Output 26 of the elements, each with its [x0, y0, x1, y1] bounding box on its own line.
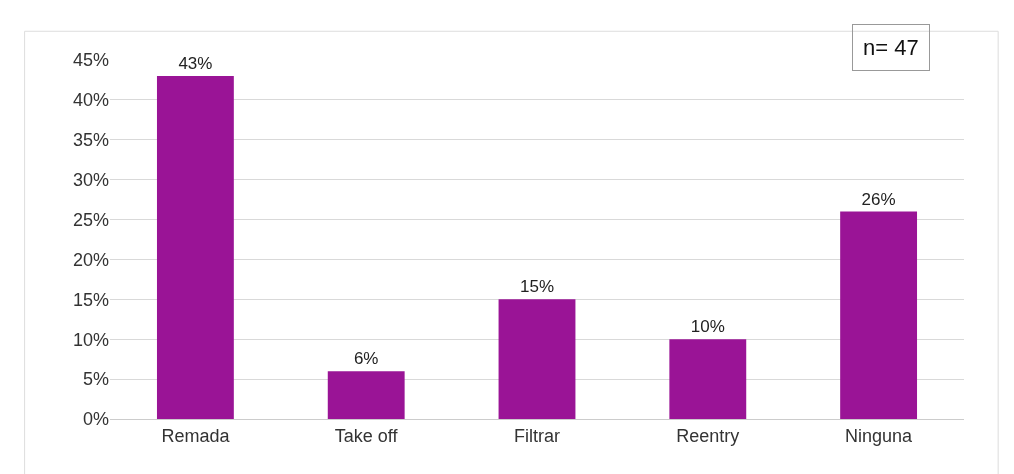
bar	[327, 371, 405, 419]
y-tick-label: 10%	[72, 329, 109, 350]
y-tick-label: 5%	[82, 369, 109, 390]
y-tick-label: 0%	[82, 409, 109, 430]
y-tick-label: 40%	[72, 90, 109, 111]
bar	[669, 339, 747, 419]
x-tick-label: Take off	[334, 425, 399, 446]
annotation: n= 47	[863, 35, 919, 60]
y-tick-label: 45%	[72, 50, 109, 71]
y-tick-label: 25%	[72, 209, 109, 230]
x-tick-label: Filtrar	[514, 425, 560, 446]
y-tick-label: 20%	[72, 249, 109, 270]
y-tick-label: 30%	[72, 169, 109, 190]
y-tick-label: 35%	[72, 130, 109, 151]
data-label: 10%	[690, 317, 725, 337]
bar	[840, 211, 918, 419]
x-tick-label: Reentry	[676, 425, 740, 446]
data-label: 15%	[519, 277, 555, 297]
y-tick-label: 15%	[72, 289, 109, 310]
x-tick-label: Ninguna	[845, 425, 914, 446]
bar	[498, 299, 576, 419]
bar	[156, 75, 234, 419]
data-label: 6%	[353, 349, 379, 369]
x-tick-label: Remada	[161, 425, 231, 446]
data-label: 43%	[178, 53, 213, 73]
data-label: 26%	[861, 189, 896, 209]
